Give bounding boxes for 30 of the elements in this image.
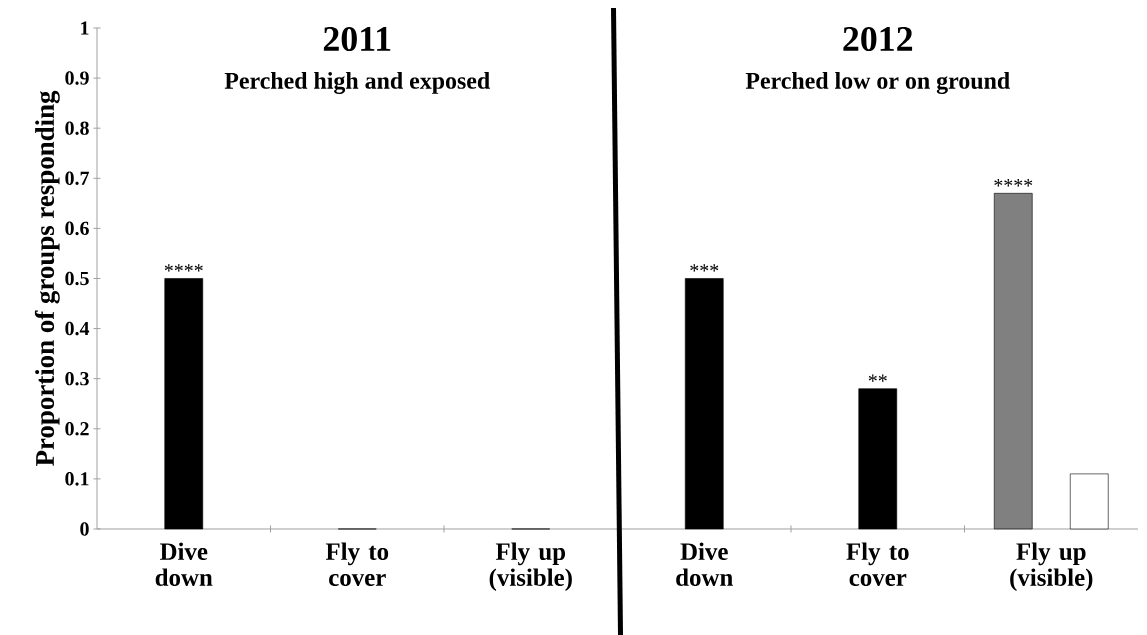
x-tick-label: Fly to cover [325,542,389,586]
bar [858,388,898,530]
y-tick-label: 0.4 [65,321,90,336]
bar [684,278,724,530]
y-tick-label: 0.2 [65,422,89,436]
bar [993,193,1033,530]
y-axis-title: Proportion of groups responding [34,90,60,466]
y-tick-label: 0.6 [65,221,89,236]
y-tick-label: 0.1 [65,472,89,486]
data-label: *** [690,264,719,272]
y-tick-label: 0.9 [65,71,89,85]
y-tick-label: 0.5 [65,271,89,286]
y-tick-label: 0.8 [65,121,89,135]
data-label: **** [994,179,1033,187]
y-tick-label: 0.7 [65,171,89,186]
x-tick-label: Fly to cover [846,542,909,586]
x-tick-label: Fly up (visible) [489,542,572,591]
y-tick-label: 1 [81,21,89,35]
x-tick-label: Dive down [676,542,733,586]
x-tick-label: Dive down [155,542,213,586]
y-tick-label: 0.3 [65,371,89,386]
text: Perched low or on ground [745,72,1010,94]
data-label: **** [164,264,203,272]
data-label: ** [868,374,887,382]
text: Perched high and exposed [224,72,490,94]
chart-title: 2012 [843,26,913,52]
x-tick-label: Fly up (visible) [1010,542,1093,591]
chart-title: 2011 [323,26,391,52]
bar [1069,473,1109,530]
y-tick-label: 0 [80,522,89,536]
